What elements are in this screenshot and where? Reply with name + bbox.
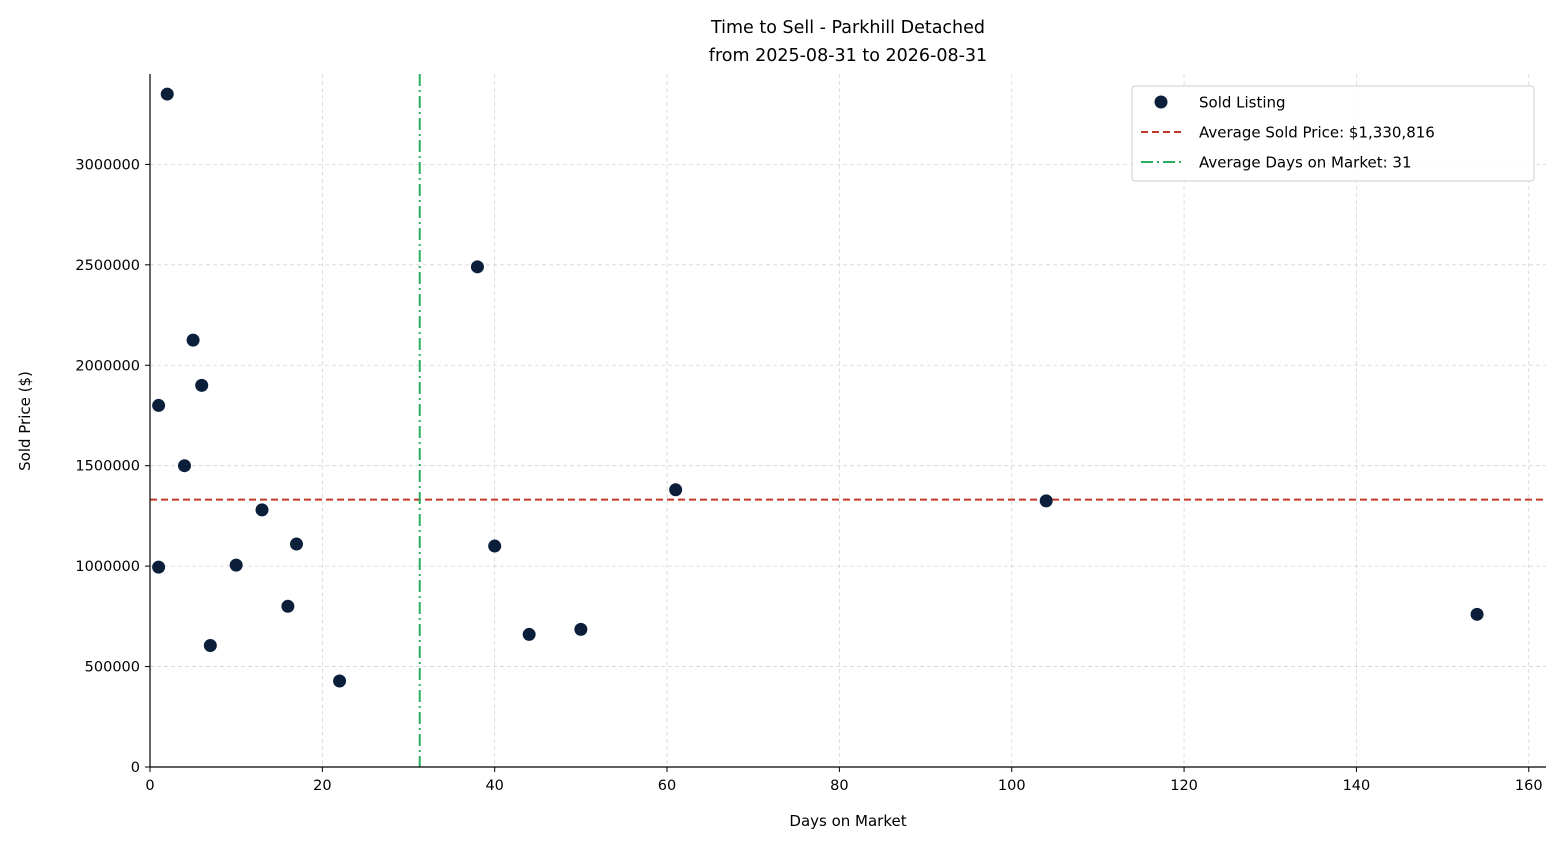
legend: Sold Listing Average Sold Price: $1,330,8… <box>1131 85 1535 182</box>
axes <box>145 74 1546 772</box>
data-point <box>229 558 243 572</box>
x-tick-label: 140 <box>1343 778 1371 794</box>
y-axis-label: Sold Price ($) <box>16 371 34 471</box>
data-point <box>333 674 347 688</box>
data-point <box>152 560 166 574</box>
data-point <box>281 599 295 613</box>
data-point <box>522 627 536 641</box>
data-point <box>1470 607 1484 621</box>
legend-label-average-days: Average Days on Market: 31 <box>1199 154 1412 172</box>
x-tick-label: 0 <box>145 778 154 794</box>
chart-subtitle: from 2025-08-31 to 2026-08-31 <box>709 46 987 66</box>
x-tick-label: 100 <box>998 778 1026 794</box>
x-tick-label: 40 <box>485 778 503 794</box>
chart-title: Time to Sell - Parkhill Detached <box>710 18 985 38</box>
x-tick-label: 20 <box>313 778 331 794</box>
data-point <box>574 622 588 636</box>
reference-lines <box>150 74 1546 767</box>
y-tick-label: 3000000 <box>75 157 140 173</box>
data-point <box>186 333 200 347</box>
x-tick-label: 160 <box>1515 778 1543 794</box>
data-point <box>255 503 269 517</box>
x-tick-label: 60 <box>658 778 676 794</box>
data-point <box>470 260 484 274</box>
y-tick-label: 0 <box>131 760 140 776</box>
data-point <box>203 638 217 652</box>
data-point <box>195 378 209 392</box>
data-points <box>152 87 1484 688</box>
x-tick-label: 120 <box>1170 778 1198 794</box>
legend-box <box>1131 85 1535 182</box>
data-point <box>289 537 303 551</box>
y-tick-label: 2500000 <box>75 258 140 274</box>
y-tick-label: 1000000 <box>75 559 140 575</box>
tick-labels: 0 20 40 60 80 100 120 140 160 0 500000 1000000 15000… <box>75 157 1542 794</box>
data-point <box>160 87 174 101</box>
y-tick-label: 2000000 <box>75 358 140 374</box>
x-axis-label: Days on Market <box>789 812 906 830</box>
data-point <box>177 459 191 473</box>
data-point <box>1039 494 1053 508</box>
legend-marker-sold-listing <box>1154 95 1168 109</box>
legend-label-sold-listing: Sold Listing <box>1199 94 1286 112</box>
data-point <box>488 539 502 553</box>
y-tick-label: 500000 <box>85 660 140 676</box>
legend-label-average-price: Average Sold Price: $1,330,816 <box>1199 124 1435 142</box>
x-tick-label: 80 <box>830 778 848 794</box>
data-point <box>152 398 166 412</box>
y-tick-label: 1500000 <box>75 459 140 475</box>
data-point <box>669 483 683 497</box>
